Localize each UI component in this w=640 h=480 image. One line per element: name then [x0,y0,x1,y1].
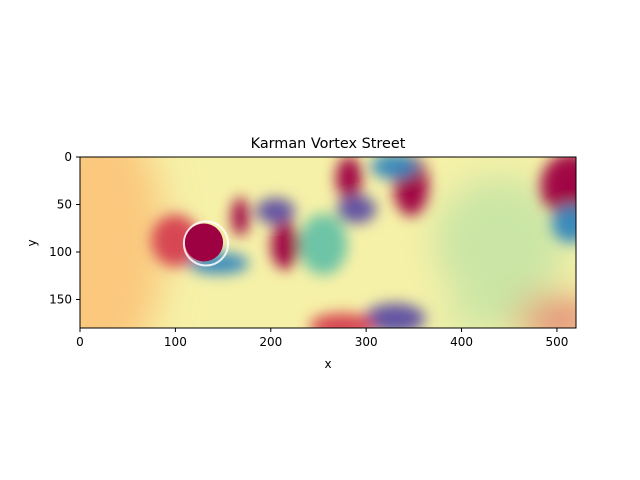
field-positive-core-3 [279,235,291,255]
y-axis-label: y [25,239,39,246]
field-positive-core-7 [404,173,418,198]
field-positive-region-10 [309,312,376,328]
field-positive-core-5 [343,169,355,187]
y-tick-label-50: 50 [57,198,72,212]
y-tick-label-0: 0 [64,150,72,164]
field-negative-region-15 [436,303,525,328]
obstacle-layer [182,220,230,267]
field-positive-region-14 [513,296,576,328]
x-tick-label-500: 500 [545,335,568,349]
field-negative-core-9 [382,312,407,325]
field-negative-region-13 [551,203,576,244]
y-tick-label-150: 150 [49,293,72,307]
field-negative-region-4 [299,213,348,275]
field-positive-core-0 [236,209,244,225]
field-negative-core-6 [348,203,365,215]
plot-frame [79,156,577,329]
y-axis-ticks: 0 50 100 150 [49,150,80,307]
field-features [151,157,576,328]
x-tick-label-0: 0 [76,335,84,349]
x-axis-ticks: 0 100 200 300 400 500 [76,328,568,349]
field-wide [80,157,576,328]
plot-area [80,157,576,328]
field-negative-core-1 [267,206,284,217]
x-tick-label-300: 300 [355,335,378,349]
cylinder-obstacle [184,223,224,262]
x-tick-label-400: 400 [450,335,473,349]
y-tick-label-100: 100 [49,245,72,259]
x-tick-label-100: 100 [164,335,187,349]
field-positive-core-12 [559,172,576,199]
field-negative-region-16 [433,176,566,309]
field-positive-region-17 [80,157,165,328]
x-axis-label: x [324,357,331,371]
field-positive-region-12 [540,157,576,219]
field-negative-region-8 [370,157,419,180]
chart-title: Karman Vortex Street [251,136,406,152]
x-tick-label-200: 200 [259,335,282,349]
cylinder-halo [182,220,230,267]
